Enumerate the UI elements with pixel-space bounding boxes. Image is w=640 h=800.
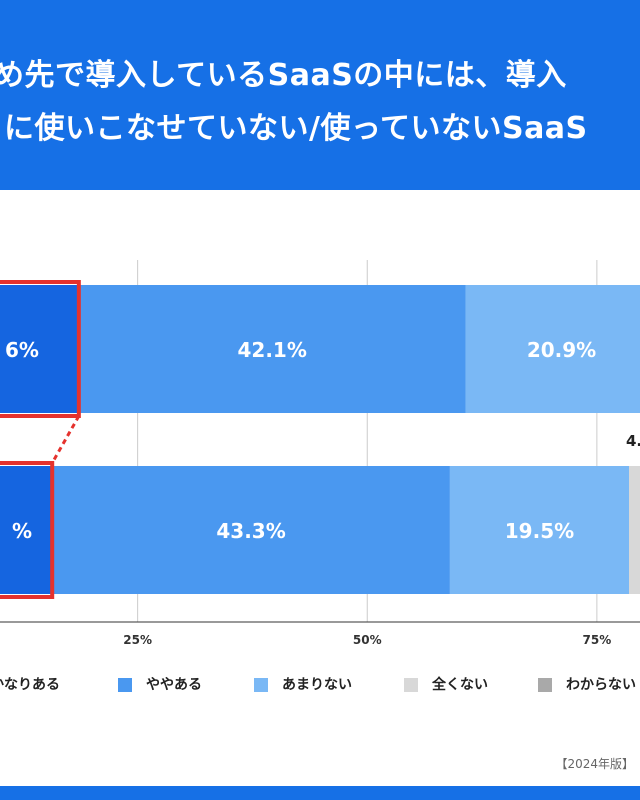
bar-value-label: 42.1% <box>237 338 306 362</box>
legend-label: あまりない <box>282 677 352 693</box>
bar-segment <box>78 285 466 413</box>
highlight-box <box>0 461 55 599</box>
bar-segment <box>0 285 79 413</box>
legend-label: わからない <box>566 677 636 693</box>
bar-value-label: 19.5% <box>505 519 574 543</box>
bar-segment <box>52 466 450 594</box>
footnote: 【2024年版】 <box>555 757 634 771</box>
x-tick-label: 50% <box>353 633 382 647</box>
bar-value-label: % <box>12 519 32 543</box>
x-tick-label: 75% <box>583 633 612 647</box>
bar-segment <box>0 466 53 594</box>
bar-value-label: 6% <box>5 338 39 362</box>
x-tick-label: 25% <box>123 633 152 647</box>
stacked-bar-chart: 6% 42.1% 20.9%% 43.3% 19.5% 4. 25% 50% 75% <box>0 260 640 647</box>
legend-label: ややある <box>146 677 202 693</box>
bar-segment <box>629 466 640 594</box>
highlight-box <box>0 280 81 418</box>
chart-legend: かなりある ややある あまりない 全くない わからない <box>0 674 640 698</box>
legend-swatch <box>118 678 132 692</box>
bar-value-label: 43.3% <box>216 519 285 543</box>
small-segment-label: 4. <box>626 432 640 450</box>
legend-swatch <box>404 678 418 692</box>
legend-swatch <box>254 678 268 692</box>
header-banner: め先で導入しているSaaSの中には、導入 に使いこなせていない/使っていないSa… <box>0 0 640 190</box>
header-title-line-1: め先で導入しているSaaSの中には、導入 <box>0 58 567 93</box>
bar-segment <box>449 466 630 594</box>
legend-swatch <box>538 678 552 692</box>
legend-label: 全くない <box>432 677 488 693</box>
header-title-line-2: に使いこなせていない/使っていないSaaS <box>4 111 588 146</box>
highlight-connector <box>50 415 81 464</box>
bar-value-label: 20.9% <box>527 338 596 362</box>
bottom-bar <box>0 786 640 800</box>
legend-label: かなりある <box>0 677 60 693</box>
bar-segment <box>465 285 640 413</box>
